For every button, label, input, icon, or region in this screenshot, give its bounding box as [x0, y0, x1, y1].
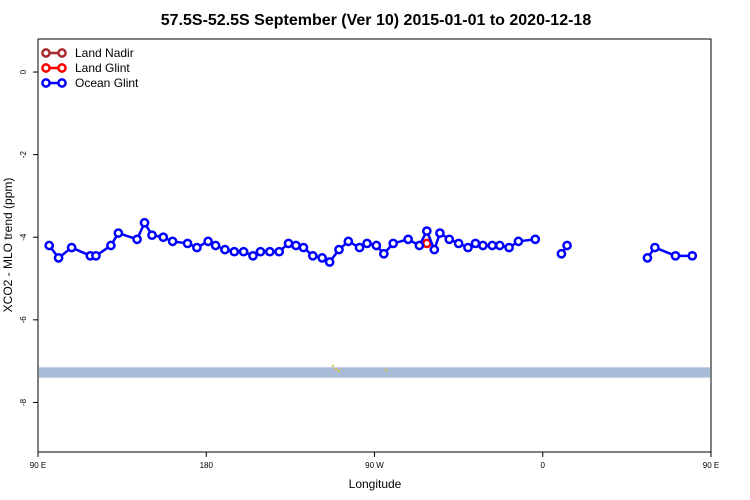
ocean-glint-point	[444, 234, 455, 245]
ocean-glint-point	[66, 242, 77, 253]
ocean-glint-point	[113, 228, 124, 238]
land-glint-series	[421, 238, 432, 249]
ocean-glint-point	[53, 253, 64, 263]
ocean-glint-point	[229, 246, 240, 257]
ocean-glint-point	[91, 250, 101, 261]
ocean-glint-point	[307, 250, 318, 261]
land-speck	[331, 364, 335, 368]
y-tick-label: -2	[19, 151, 28, 159]
ocean-glint-point	[421, 226, 432, 236]
ocean-glint-point	[435, 228, 445, 238]
ocean-glint-point	[220, 244, 230, 255]
legend-marker	[57, 63, 67, 73]
ocean-glint-point	[255, 246, 266, 257]
ocean-glint-point	[354, 242, 365, 253]
ocean-glint-point	[298, 242, 309, 253]
x-tick-label: 90 W	[365, 461, 384, 470]
ocean-glint-point	[670, 250, 681, 261]
ocean-glint-point	[44, 240, 55, 251]
ocean-glint-point	[182, 238, 193, 249]
ocean-glint-point	[478, 240, 488, 251]
land-speck	[334, 367, 338, 371]
y-tick-label: -6	[19, 316, 28, 324]
chart-title: 57.5S-52.5S September (Ver 10) 2015-01-0…	[161, 12, 592, 29]
ocean-glint-point	[291, 240, 301, 251]
legend-marker	[57, 48, 67, 58]
ocean-glint-point	[687, 250, 698, 261]
ocean-glint-point	[274, 246, 285, 257]
legend-item-ocean-glint: Ocean Glint	[41, 76, 139, 90]
legend-marker	[57, 78, 67, 88]
legend-label: Land Nadir	[75, 46, 134, 60]
ocean-glint-point	[238, 246, 249, 257]
ocean-glint-point	[487, 240, 498, 251]
land-speck	[384, 368, 388, 372]
x-tick-label: 180	[200, 461, 214, 470]
ocean-glint-point	[283, 238, 294, 249]
ocean-glint-point	[556, 248, 567, 259]
y-tick-label: 0	[19, 69, 28, 74]
x-tick-label: 0	[541, 461, 546, 470]
ocean-glint-point	[650, 242, 660, 253]
ocean-glint-point	[414, 240, 425, 251]
ocean-glint-point	[371, 240, 382, 251]
y-tick-label: -4	[19, 233, 28, 241]
ocean-glint-point	[530, 234, 541, 245]
land-band-layer	[39, 364, 710, 378]
ocean-glint-point	[210, 240, 221, 251]
legend-item-land-glint: Land Glint	[41, 61, 130, 75]
ocean-glint-point	[429, 244, 440, 255]
ocean-glint-point	[453, 238, 464, 249]
y-tick-label: -8	[19, 398, 28, 406]
ocean-glint-point	[167, 236, 178, 247]
ocean-glint-point	[248, 250, 258, 261]
legend-label: Land Glint	[75, 61, 130, 75]
legend-marker	[41, 78, 51, 88]
legend-label: Ocean Glint	[75, 76, 139, 90]
ocean-glint-point	[562, 240, 572, 251]
ocean-glint-point	[132, 234, 142, 245]
x-axis-label: Longitude	[349, 477, 402, 491]
legend-marker	[41, 63, 51, 73]
ocean-glint-point	[139, 217, 150, 228]
ocean-glint-point	[388, 238, 399, 249]
land-speck	[337, 369, 341, 373]
y-axis-ticks: 0 -2 -4 -6 -8	[19, 69, 38, 406]
ocean-glint-point	[463, 242, 473, 253]
ocean-glint-point	[403, 234, 413, 245]
ocean-glint-point	[158, 232, 169, 243]
x-axis-ticks: 90 E 180 90 W 0 90 E	[30, 452, 719, 470]
ocean-glint-point	[504, 242, 514, 253]
ocean-glint-point	[334, 244, 344, 255]
ocean-glint-point	[494, 240, 505, 251]
ocean-glint-point	[343, 236, 354, 247]
x-tick-label: 90 E	[703, 461, 719, 470]
ocean-glint-point	[642, 253, 653, 263]
ocean-glint-point	[192, 242, 202, 253]
ocean-glint-point	[106, 240, 116, 251]
ocean-glint-point	[378, 248, 389, 259]
legend-item-land-nadir: Land Nadir	[41, 46, 134, 60]
ocean-glint-point	[324, 257, 335, 267]
ocean-glint-point	[317, 253, 328, 263]
ocean-glint-point	[147, 230, 157, 241]
y-axis-label: XCO2 - MLO trend (ppm)	[1, 178, 15, 313]
land-glint-point	[421, 238, 432, 249]
ocean-glint-point	[362, 238, 372, 249]
ocean-glint-point	[264, 246, 275, 257]
ocean-glint-point	[470, 238, 481, 249]
ocean-glint-series	[44, 217, 698, 267]
legend-marker	[41, 48, 51, 58]
land-band	[39, 367, 710, 378]
x-tick-label: 90 E	[30, 461, 46, 470]
ocean-glint-point	[203, 236, 213, 247]
ocean-glint-point	[513, 236, 524, 247]
series-layer	[44, 217, 698, 267]
